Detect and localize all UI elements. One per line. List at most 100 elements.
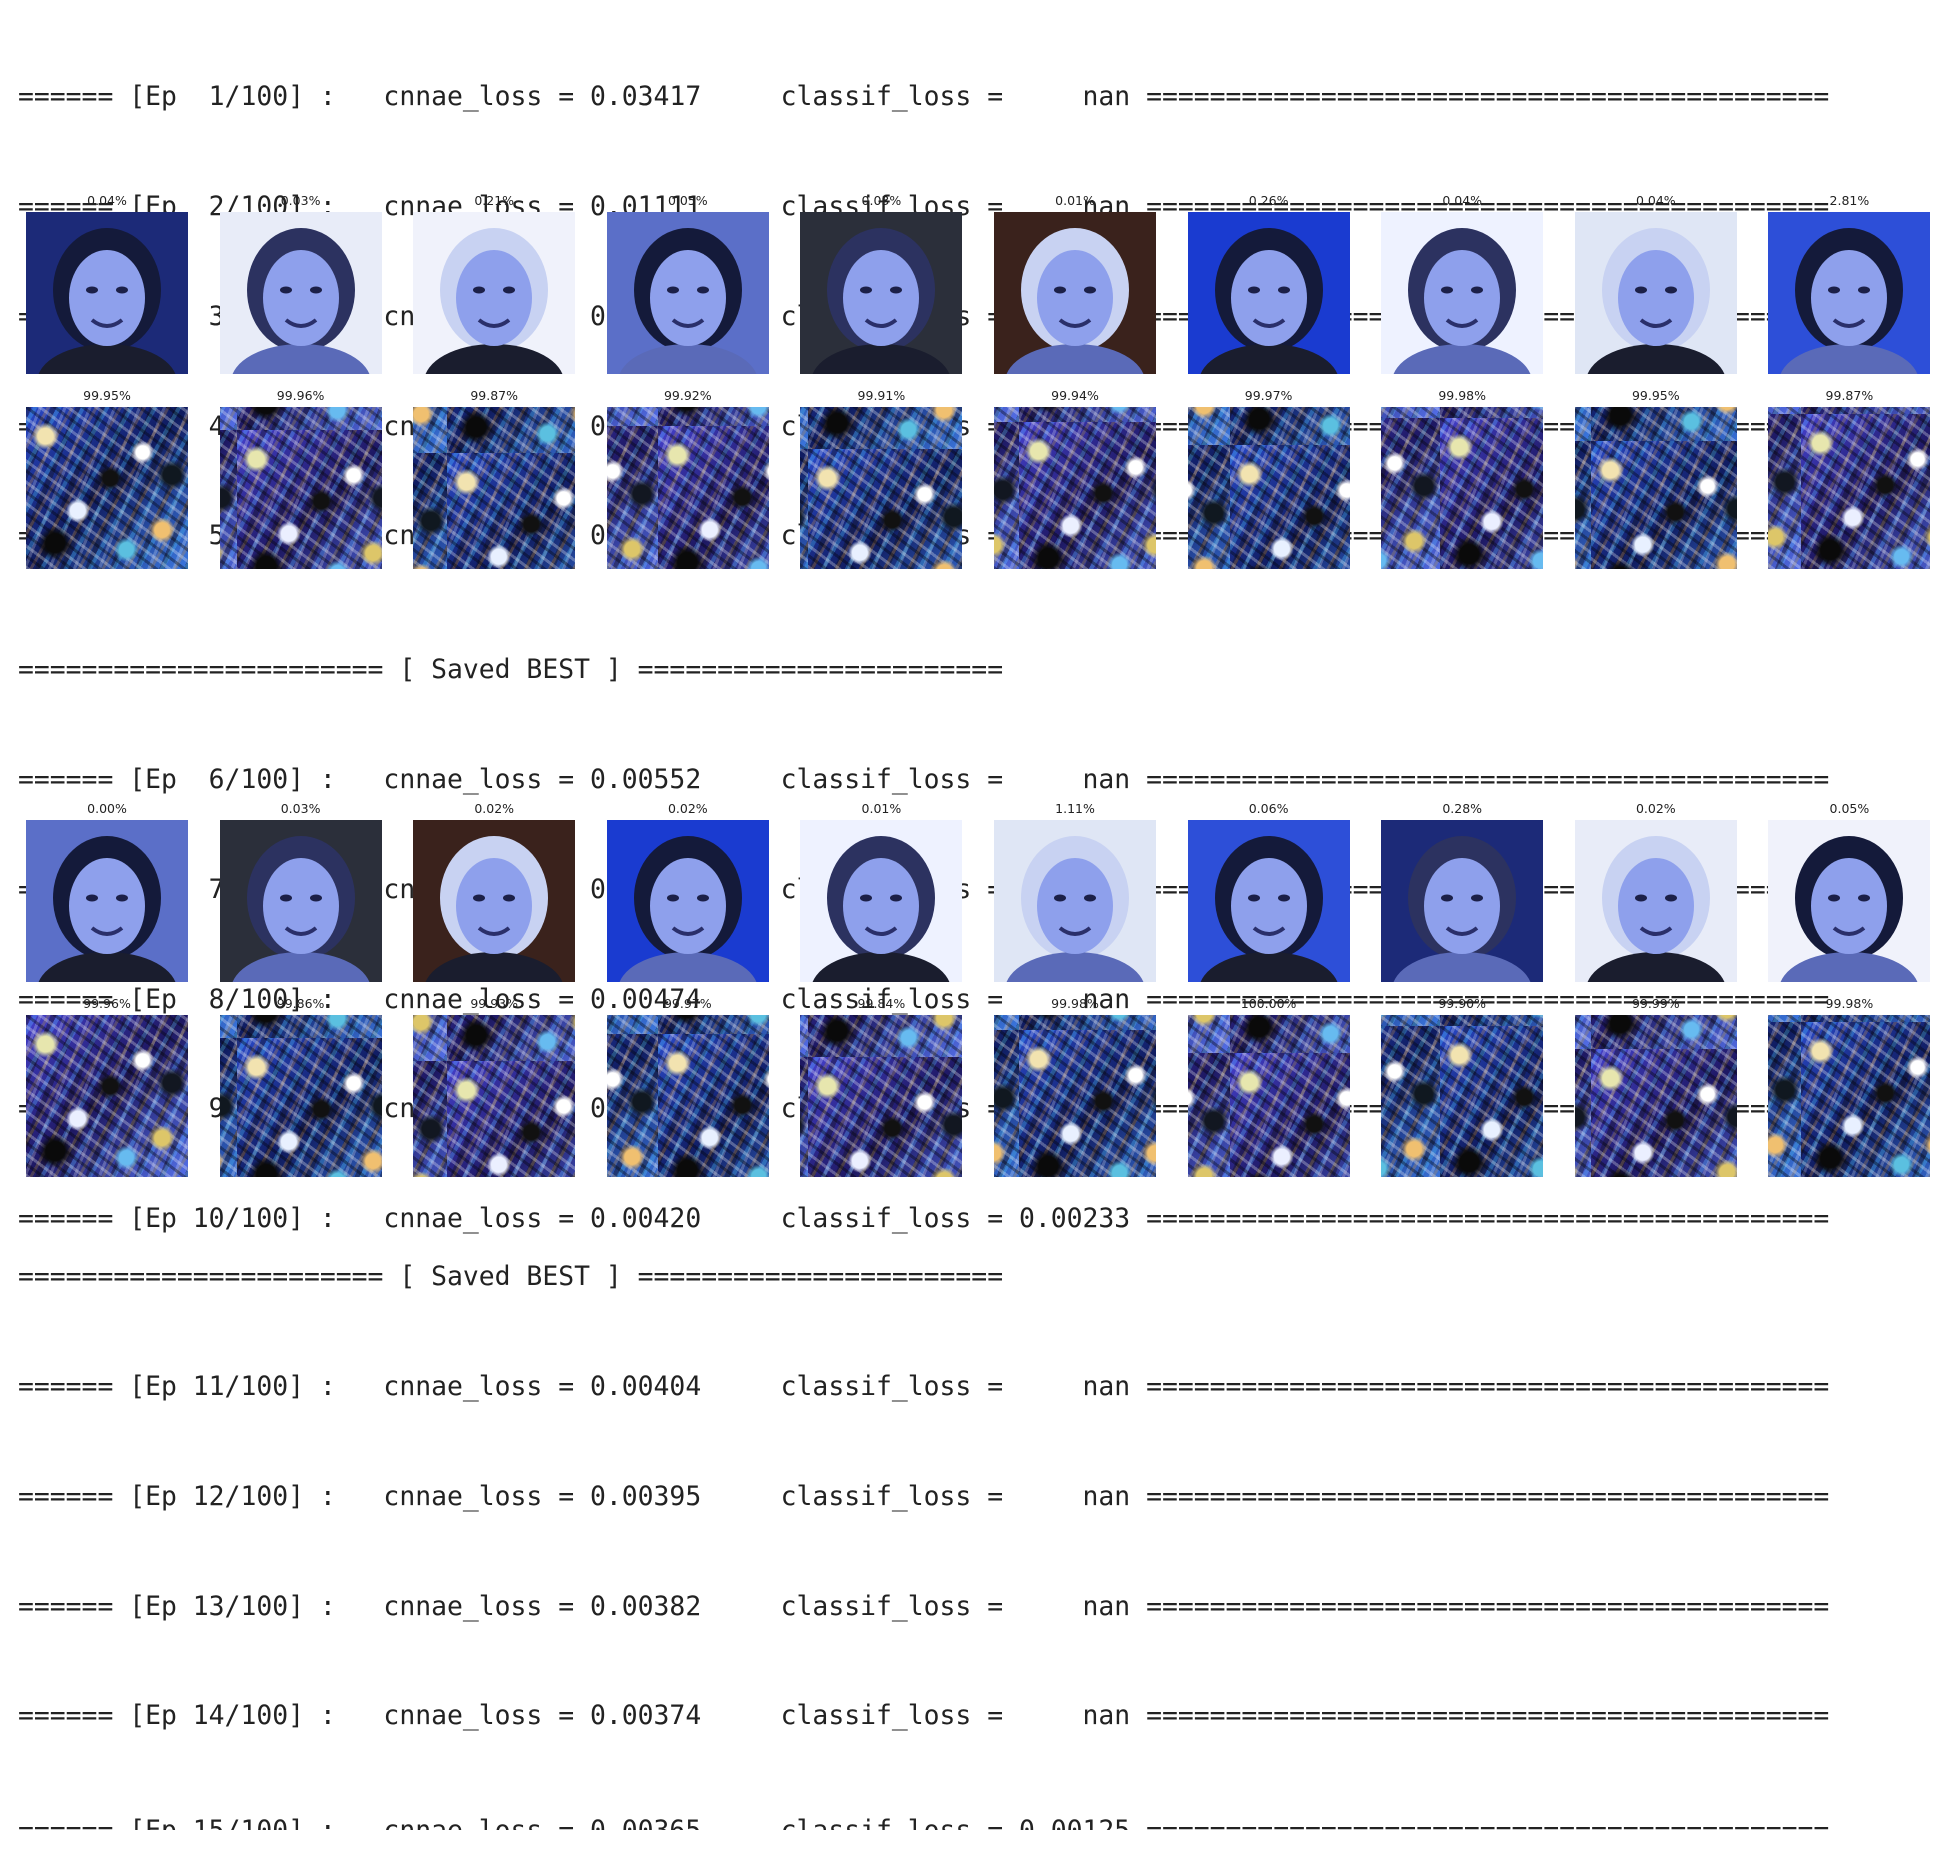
probability-label: 100.00% xyxy=(1240,996,1297,1011)
face-mouth xyxy=(1833,318,1866,328)
probability-label: 99.84% xyxy=(857,996,906,1011)
face-mouth xyxy=(477,318,511,328)
probability-label: 99.93% xyxy=(470,996,519,1011)
face-image xyxy=(800,212,963,374)
face-image xyxy=(1187,212,1350,374)
face-mouth xyxy=(1058,318,1092,328)
face-picture xyxy=(800,820,963,982)
probability-label: 99.95% xyxy=(83,388,131,403)
face-thumbnail: 0.05% xyxy=(1768,800,1931,982)
face-shoulders xyxy=(619,952,757,982)
face-image xyxy=(606,212,769,374)
noise-image xyxy=(1381,407,1544,569)
face-eye xyxy=(86,286,98,294)
face-eye xyxy=(309,894,322,902)
face-eye xyxy=(1828,286,1841,294)
face-eye xyxy=(666,894,679,902)
face-eye xyxy=(1054,894,1066,902)
face-picture xyxy=(606,212,769,374)
face-image xyxy=(219,820,382,982)
face-picture xyxy=(413,212,576,374)
face-mouth xyxy=(1833,926,1866,936)
face-skin xyxy=(1424,250,1501,346)
face-thumbnail: 1.11% xyxy=(994,800,1156,982)
face-eye xyxy=(1277,894,1290,902)
face-eye xyxy=(666,286,679,294)
face-eye xyxy=(1084,286,1096,294)
image-grid-1: 0.04% 0.03% 0.21% 0.05% 0.03% 0.01% 0.26% 0.04%… xyxy=(26,192,1931,582)
noise-thumbnail: 99.87% xyxy=(1768,387,1931,569)
face-skin xyxy=(262,250,339,346)
probability-label: 99.95% xyxy=(1631,388,1680,403)
face-image xyxy=(413,212,576,374)
face-shoulders xyxy=(425,952,563,982)
face-mouth xyxy=(1639,926,1673,936)
face-picture xyxy=(994,212,1156,374)
face-eye xyxy=(503,894,516,902)
face-eye xyxy=(1054,286,1066,294)
log-line: ====== [Ep 13/100] : cnnae_loss = 0.0038… xyxy=(18,1590,1830,1622)
noise-thumbnail: 100.00% xyxy=(1187,995,1350,1177)
noise-thumbnail: 99.96% xyxy=(26,995,188,1177)
face-mouth xyxy=(1445,926,1479,936)
face-eye xyxy=(890,286,903,294)
face-skin xyxy=(1617,250,1694,346)
face-row: 0.04% 0.03% 0.21% 0.05% 0.03% 0.01% 0.26% 0.04%… xyxy=(26,192,1931,387)
face-shoulders xyxy=(1006,952,1144,982)
noise-thumbnail: 99.92% xyxy=(606,387,769,569)
face-thumbnail: 0.02% xyxy=(1574,800,1737,982)
probability-label: 0.03% xyxy=(861,193,902,208)
face-eye xyxy=(116,286,128,294)
face-picture xyxy=(219,820,382,982)
face-eye xyxy=(1858,894,1871,902)
face-mouth xyxy=(1252,926,1285,936)
face-eye xyxy=(1247,286,1260,294)
noise-image xyxy=(413,1015,576,1177)
face-image xyxy=(1768,212,1931,374)
face-skin xyxy=(1037,250,1113,346)
face-mouth xyxy=(284,318,317,328)
face-picture xyxy=(606,820,769,982)
noise-thumbnail: 99.93% xyxy=(413,995,576,1177)
probability-label: 99.97% xyxy=(663,996,712,1011)
face-mouth xyxy=(477,926,511,936)
noise-row: 99.95% 99.96% 99.87% 99.92% 99.91% 99.94% 99.9… xyxy=(26,387,1931,582)
face-picture xyxy=(1381,212,1544,374)
face-shoulders xyxy=(425,344,563,374)
probability-label: 0.03% xyxy=(280,193,321,208)
face-eye xyxy=(1634,894,1647,902)
face-eye xyxy=(473,286,486,294)
face-thumbnail: 0.06% xyxy=(1187,800,1350,982)
face-skin xyxy=(1037,858,1113,954)
face-thumbnail: 0.02% xyxy=(606,800,769,982)
face-eye xyxy=(1471,286,1484,294)
noise-thumbnail: 99.98% xyxy=(994,995,1156,1177)
probability-label: 99.98% xyxy=(1825,996,1874,1011)
face-skin xyxy=(262,858,339,954)
face-skin xyxy=(1230,858,1307,954)
face-eye xyxy=(279,286,292,294)
face-eye xyxy=(1858,286,1871,294)
face-picture xyxy=(26,820,188,982)
saved-best-line: ======================= [ Saved BEST ] =… xyxy=(18,1261,1004,1293)
face-skin xyxy=(456,250,533,346)
face-picture xyxy=(800,212,963,374)
noise-image xyxy=(606,1015,769,1177)
face-shoulders xyxy=(1200,952,1338,982)
noise-image xyxy=(1768,407,1931,569)
face-thumbnail: 0.26% xyxy=(1187,192,1350,374)
probability-label: 99.94% xyxy=(1051,388,1099,403)
face-eye xyxy=(1664,894,1677,902)
face-shoulders xyxy=(1587,344,1725,374)
face-mouth xyxy=(671,926,705,936)
face-shoulders xyxy=(1006,344,1144,374)
face-thumbnail: 2.81% xyxy=(1768,192,1931,374)
noise-image xyxy=(1574,407,1737,569)
face-thumbnail: 0.21% xyxy=(413,192,576,374)
face-eye xyxy=(1471,894,1484,902)
noise-image xyxy=(1187,1015,1350,1177)
face-eye xyxy=(1247,894,1260,902)
face-picture xyxy=(1381,820,1544,982)
noise-image xyxy=(1381,1015,1544,1177)
face-thumbnail: 0.01% xyxy=(994,192,1156,374)
